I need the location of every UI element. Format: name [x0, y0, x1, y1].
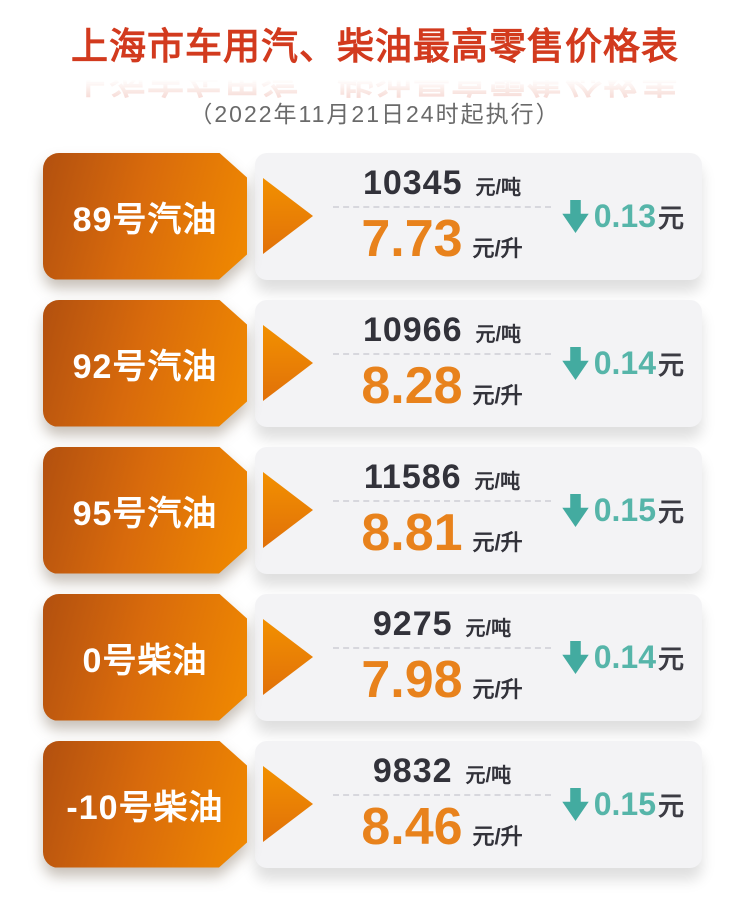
price-per-liter-unit: 元/升 [472, 529, 523, 555]
price-per-ton-unit: 元/吨 [475, 176, 522, 199]
fuel-tag-wrap: 0号柴油 [43, 594, 247, 721]
dashed-divider [333, 352, 551, 355]
price-row: 92号汽油 10966 元/吨 8.28 元/升 0.14 [43, 299, 702, 427]
page-title: 上海市车用汽、柴油最高零售价格表 [71, 26, 679, 67]
dashed-divider [333, 646, 551, 649]
price-per-ton-value: 11586 [363, 457, 462, 496]
price-card: 10966 元/吨 8.28 元/升 0.14 元 [255, 299, 702, 427]
price-per-liter-unit: 元/升 [472, 676, 523, 702]
fuel-tag: 95号汽油 [43, 447, 247, 574]
price-block: 9832 元/吨 8.46 元/升 [333, 752, 551, 857]
price-per-ton-value: 9832 [372, 751, 453, 790]
dashed-divider [333, 499, 551, 502]
price-block: 11586 元/吨 8.81 元/升 [333, 458, 551, 563]
fuel-tag-wrap: -10号柴油 [43, 741, 247, 868]
price-per-ton-value: 10966 [362, 310, 463, 349]
price-rows: 89号汽油 10345 元/吨 7.73 元/升 0.13 [43, 152, 702, 868]
price-per-ton-line: 9275 元/吨 [333, 605, 551, 644]
price-change: 0.14 元 [562, 345, 684, 382]
fuel-name: -10号柴油 [66, 788, 224, 827]
down-arrow-icon [562, 640, 589, 674]
effective-date: （2022年11月21日24时起执行） [189, 100, 561, 127]
price-per-liter-value: 8.81 [361, 503, 463, 562]
dashed-divider [333, 205, 551, 208]
price-card: 11586 元/吨 8.81 元/升 0.15 元 [255, 446, 702, 574]
price-per-liter-value: 8.46 [361, 797, 463, 856]
triangle-pointer-icon [263, 619, 313, 696]
change-amount: 0.15 [593, 785, 656, 822]
price-per-liter-unit: 元/升 [472, 382, 523, 408]
down-arrow-icon [562, 346, 589, 380]
change-unit: 元 [657, 349, 684, 380]
price-row: 95号汽油 11586 元/吨 8.81 元/升 0.15 [43, 446, 702, 574]
change-unit: 元 [657, 790, 684, 821]
price-change: 0.15 元 [562, 786, 684, 823]
price-per-liter-unit: 元/升 [472, 235, 523, 261]
price-per-liter-line: 8.81 元/升 [333, 503, 551, 563]
change-unit: 元 [657, 496, 684, 527]
price-per-ton-unit: 元/吨 [465, 617, 512, 640]
change-amount: 0.14 [593, 638, 656, 675]
fuel-tag-wrap: 89号汽油 [43, 153, 247, 280]
price-block: 9275 元/吨 7.98 元/升 [333, 605, 551, 710]
price-per-ton-line: 10345 元/吨 [333, 164, 551, 203]
fuel-tag: 92号汽油 [43, 300, 247, 427]
price-change: 0.14 元 [562, 639, 684, 676]
price-per-ton-value: 9275 [372, 604, 453, 643]
triangle-pointer-icon [263, 178, 313, 255]
price-card: 9832 元/吨 8.46 元/升 0.15 元 [255, 740, 702, 868]
fuel-name: 92号汽油 [72, 347, 218, 386]
down-arrow-icon [562, 787, 589, 821]
triangle-pointer-icon [263, 472, 313, 549]
down-arrow-icon [562, 199, 589, 233]
price-per-liter-value: 7.73 [361, 209, 463, 268]
change-unit: 元 [657, 643, 684, 674]
price-per-ton-value: 10345 [362, 163, 463, 202]
price-per-liter-unit: 元/升 [472, 823, 523, 849]
price-per-ton-unit: 元/吨 [475, 323, 522, 346]
price-block: 10345 元/吨 7.73 元/升 [333, 164, 551, 269]
price-per-ton-line: 11586 元/吨 [333, 458, 551, 497]
change-unit: 元 [657, 202, 684, 233]
change-amount: 0.13 [593, 197, 656, 234]
price-per-liter-line: 7.98 元/升 [333, 650, 551, 710]
fuel-tag-wrap: 92号汽油 [43, 300, 247, 427]
price-row: 0号柴油 9275 元/吨 7.98 元/升 0.14 [43, 593, 702, 721]
triangle-pointer-icon [263, 766, 313, 843]
price-row: 89号汽油 10345 元/吨 7.73 元/升 0.13 [43, 152, 702, 280]
triangle-pointer-icon [263, 325, 313, 402]
fuel-tag-wrap: 95号汽油 [43, 447, 247, 574]
down-arrow-icon [562, 493, 589, 527]
change-amount: 0.14 [593, 344, 656, 381]
change-amount: 0.15 [593, 491, 656, 528]
price-block: 10966 元/吨 8.28 元/升 [333, 311, 551, 416]
price-change: 0.13 元 [562, 198, 684, 235]
price-per-ton-unit: 元/吨 [465, 764, 512, 787]
fuel-name: 89号汽油 [72, 200, 218, 239]
fuel-tag: 89号汽油 [43, 153, 247, 280]
price-card: 9275 元/吨 7.98 元/升 0.14 元 [255, 593, 702, 721]
fuel-name: 0号柴油 [82, 641, 208, 680]
title-reflection: 上海市车用汽、柴油最高零售价格表 [71, 68, 679, 99]
price-per-ton-line: 10966 元/吨 [333, 311, 551, 350]
fuel-tag: -10号柴油 [43, 741, 247, 868]
price-per-liter-line: 8.28 元/升 [333, 356, 551, 416]
price-per-liter-line: 7.73 元/升 [333, 209, 551, 269]
price-per-liter-line: 8.46 元/升 [333, 797, 551, 857]
price-per-ton-line: 9832 元/吨 [333, 752, 551, 791]
fuel-tag: 0号柴油 [43, 594, 247, 721]
price-per-liter-value: 8.28 [361, 356, 463, 415]
price-change: 0.15 元 [562, 492, 684, 529]
dashed-divider [333, 793, 551, 796]
price-card: 10345 元/吨 7.73 元/升 0.13 元 [255, 152, 702, 280]
price-per-ton-unit: 元/吨 [474, 470, 521, 493]
fuel-name: 95号汽油 [72, 494, 218, 533]
price-per-liter-value: 7.98 [361, 650, 463, 709]
price-row: -10号柴油 9832 元/吨 8.46 元/升 0.15 [43, 740, 702, 868]
